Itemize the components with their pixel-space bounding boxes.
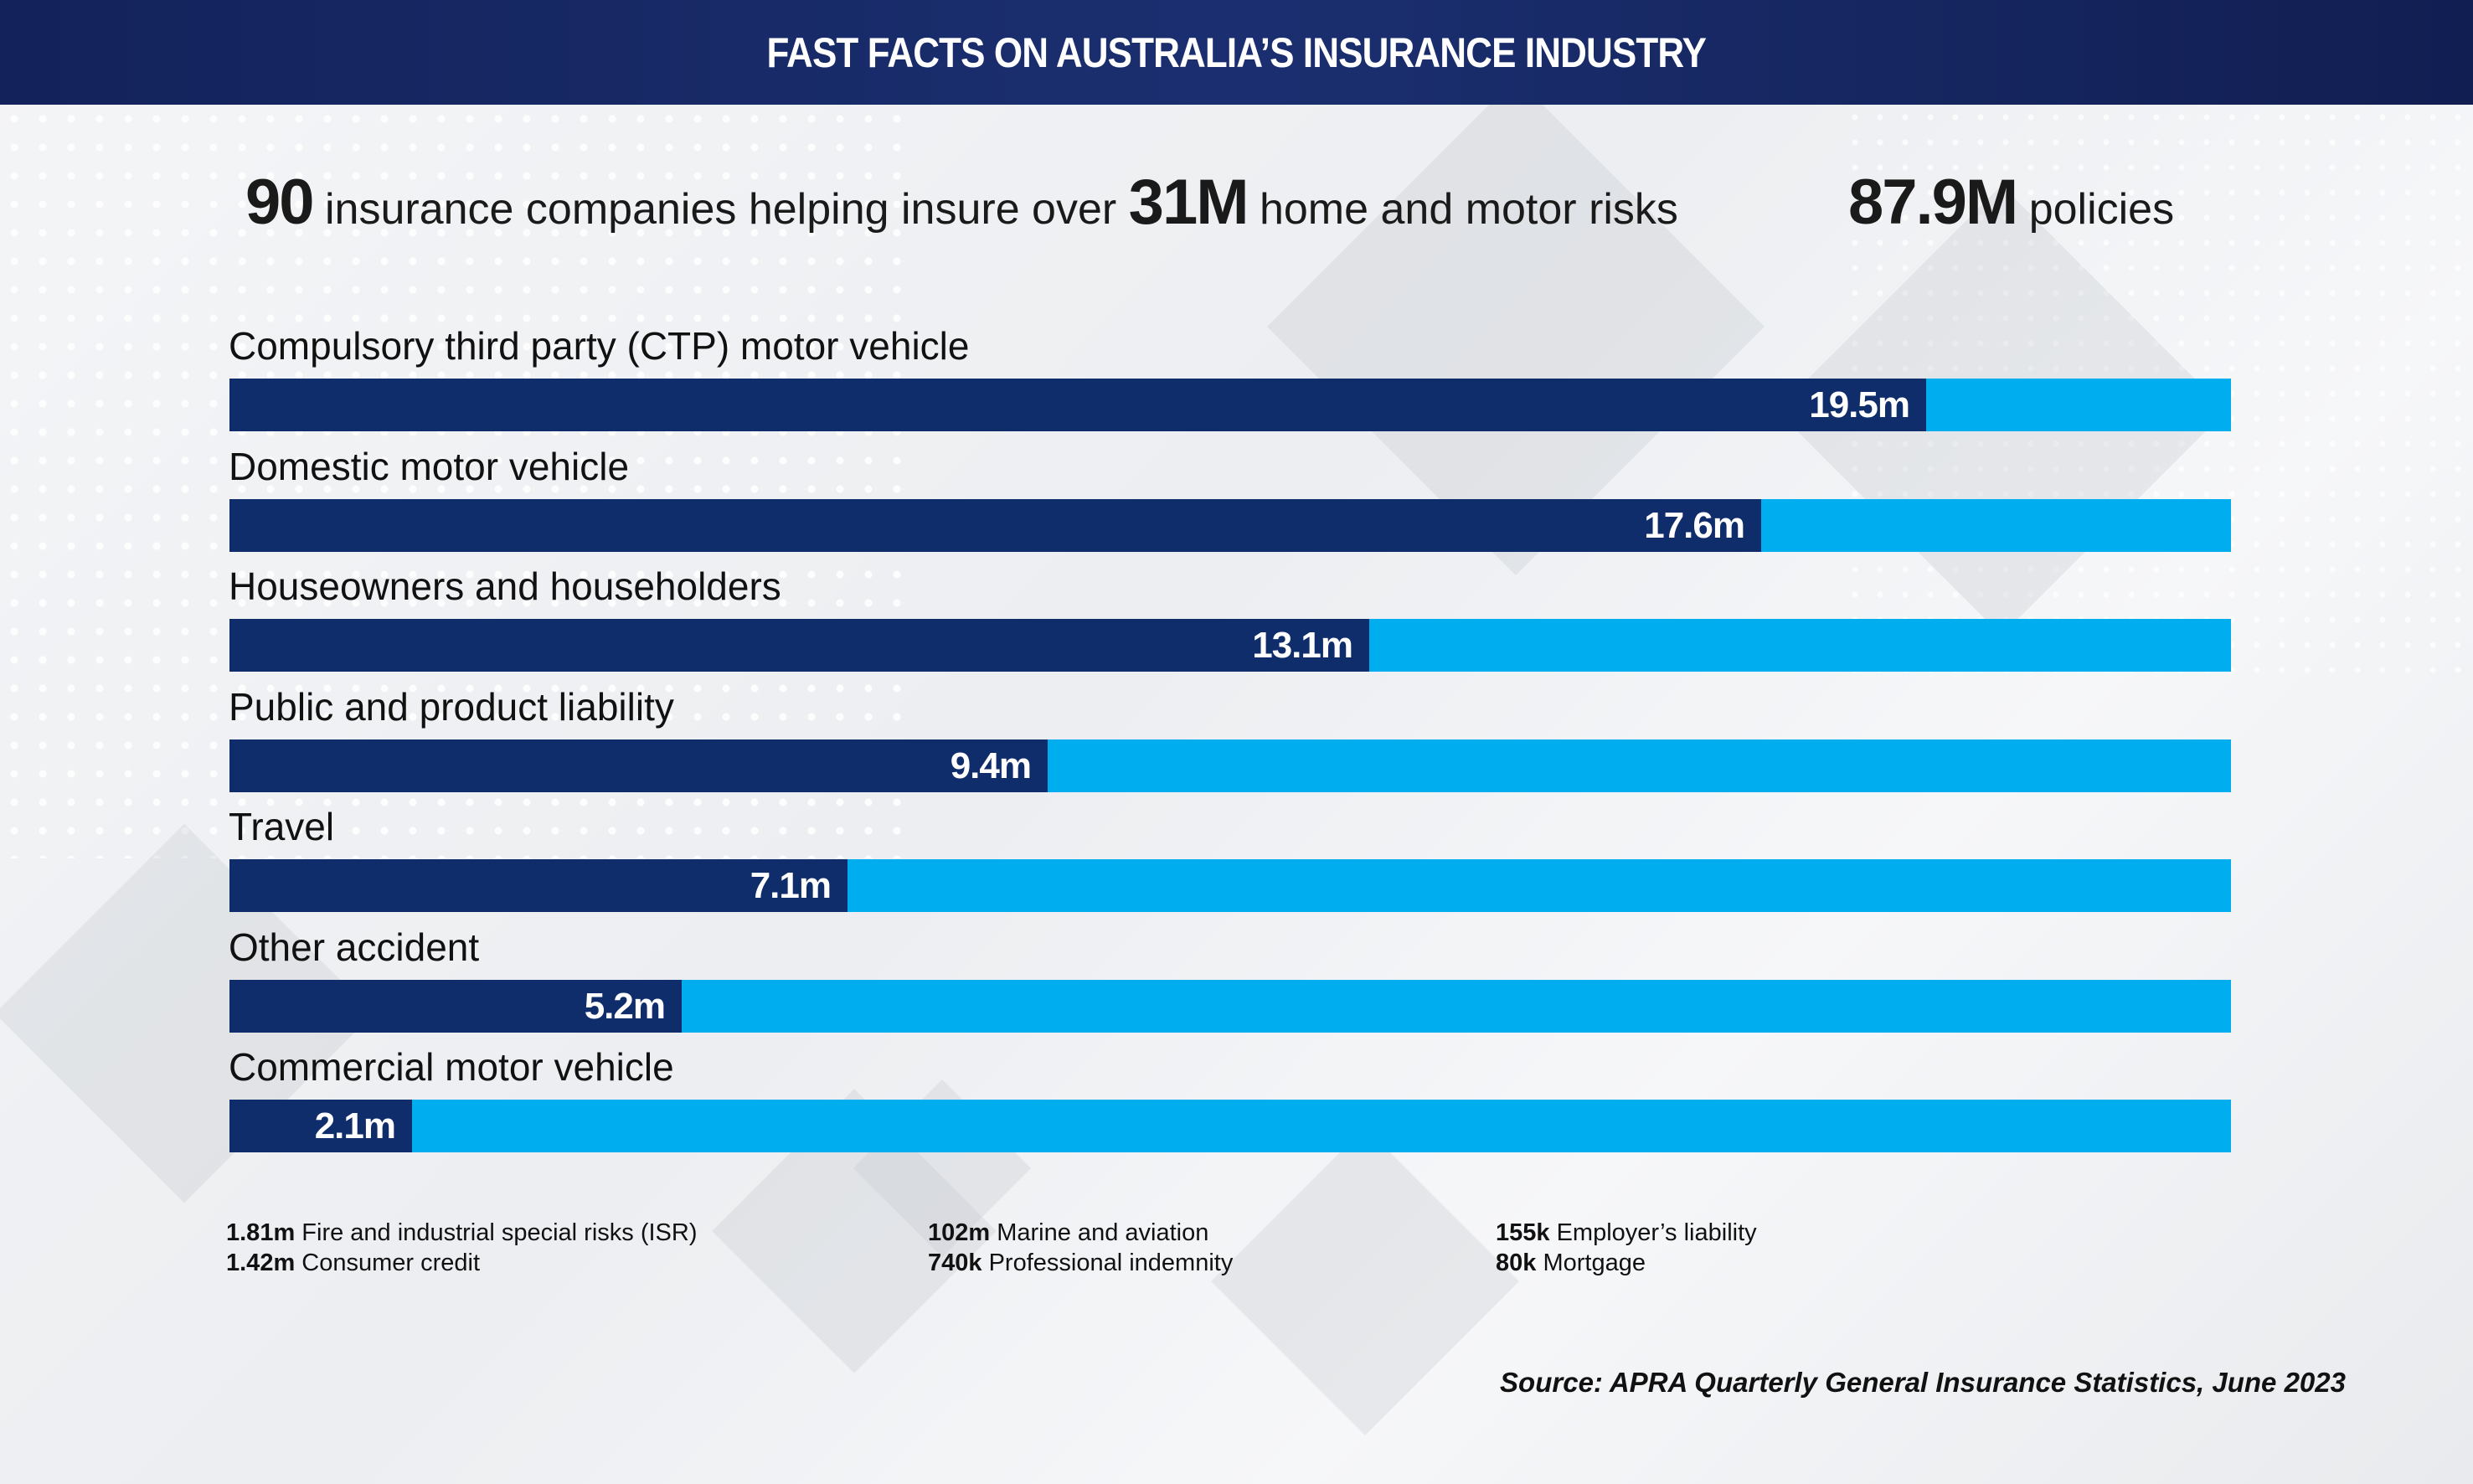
bar-fill — [229, 619, 1369, 672]
bar-track: 5.2m — [229, 979, 2231, 1033]
background-dot-pattern — [0, 105, 921, 858]
bar-value-label: 2.1m — [314, 1105, 396, 1146]
bar-track: 7.1m — [229, 859, 2231, 912]
bar-track: 17.6m — [229, 498, 2231, 552]
bar-value-label: 17.6m — [1644, 504, 1745, 546]
bar-value-label: 19.5m — [1809, 384, 1910, 425]
policies-count: 87.9M — [1848, 167, 2018, 238]
minor-item: 155k Employer’s liability — [1496, 1219, 1757, 1246]
minor-item: 1.81m Fire and industrial special risks … — [226, 1219, 698, 1246]
category-label: Houseowners and householders — [229, 564, 781, 608]
companies-text: insurance companies helping insure over — [325, 185, 1117, 234]
policies-text: policies — [2028, 185, 2175, 234]
minor-item: 102m Marine and aviation — [928, 1219, 1209, 1246]
category-label: Compulsory third party (CTP) motor vehic… — [229, 324, 970, 368]
bar-fill — [229, 498, 1761, 552]
category-label: Commercial motor vehicle — [229, 1045, 674, 1089]
bar-fill — [229, 979, 682, 1033]
bar-track: 13.1m — [229, 619, 2231, 672]
bar-fill — [229, 379, 1926, 431]
minor-item: 740k Professional indemnity — [928, 1250, 1234, 1276]
risks-text: home and motor risks — [1259, 185, 1678, 234]
category-label: Domestic motor vehicle — [229, 444, 630, 488]
bar-track: 2.1m — [229, 1100, 2231, 1152]
source-note: Source: APRA Quarterly General Insurance… — [1500, 1367, 2346, 1398]
bar-fill — [229, 859, 848, 912]
bar-value-label: 5.2m — [584, 985, 666, 1027]
bar-value-label: 9.4m — [950, 745, 1032, 786]
minor-list-col1: 1.81m Fire and industrial special risks … — [226, 1218, 698, 1278]
companies-risks-stat: 90 insurance companies helping insure ov… — [245, 166, 1678, 239]
category-label: Other accident — [229, 925, 480, 969]
category-label: Public and product liability — [229, 684, 674, 729]
bar-track: 19.5m — [229, 379, 2231, 431]
category-label: Travel — [229, 805, 335, 848]
minor-item: 80k Mortgage — [1496, 1250, 1646, 1276]
risks-count: 31M — [1128, 167, 1249, 238]
page-title: FAST FACTS ON AUSTRALIA’S INSURANCE INDU… — [766, 28, 1708, 76]
bar-value-label: 13.1m — [1252, 625, 1353, 666]
bar-fill — [229, 739, 1048, 792]
header-banner: FAST FACTS ON AUSTRALIA’S INSURANCE INDU… — [0, 0, 2473, 105]
policies-stat: 87.9M policies — [1848, 166, 2174, 239]
minor-list-col3: 155k Employer’s liability 80k Mortgage — [1496, 1218, 1757, 1278]
minor-list-col2: 102m Marine and aviation 740k Profession… — [928, 1218, 1233, 1278]
bar-value-label: 7.1m — [750, 865, 832, 906]
bar-fill — [229, 1100, 412, 1152]
minor-item: 1.42m Consumer credit — [226, 1250, 481, 1276]
bar-track: 9.4m — [229, 739, 2231, 792]
companies-count: 90 — [245, 167, 315, 238]
